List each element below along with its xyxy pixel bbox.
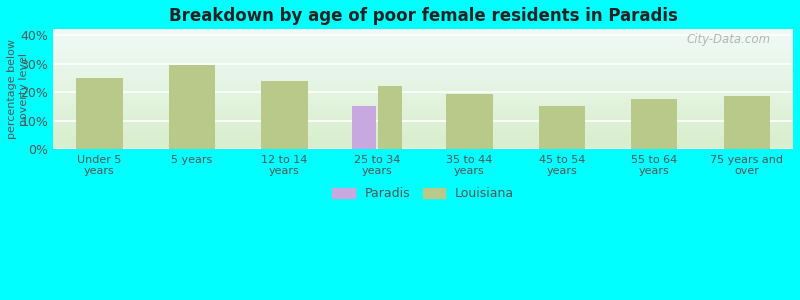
Bar xyxy=(446,94,493,149)
Bar xyxy=(76,78,122,149)
Bar xyxy=(538,106,585,149)
Bar xyxy=(446,94,493,149)
Bar xyxy=(378,86,402,149)
Legend: Paradis, Louisiana: Paradis, Louisiana xyxy=(327,182,519,205)
Bar xyxy=(169,65,215,149)
Y-axis label: percentage below
poverty level: percentage below poverty level xyxy=(7,39,29,139)
Bar xyxy=(631,99,678,149)
Bar xyxy=(76,78,122,149)
Title: Breakdown by age of poor female residents in Paradis: Breakdown by age of poor female resident… xyxy=(169,7,678,25)
Bar xyxy=(262,81,307,149)
Bar xyxy=(724,96,770,149)
Bar xyxy=(378,86,402,149)
Bar xyxy=(169,65,215,149)
Bar xyxy=(352,106,376,149)
Bar xyxy=(631,99,678,149)
Bar xyxy=(538,106,585,149)
Text: City-Data.com: City-Data.com xyxy=(686,33,771,46)
Bar xyxy=(724,96,770,149)
Bar xyxy=(352,106,376,149)
Bar xyxy=(262,81,307,149)
